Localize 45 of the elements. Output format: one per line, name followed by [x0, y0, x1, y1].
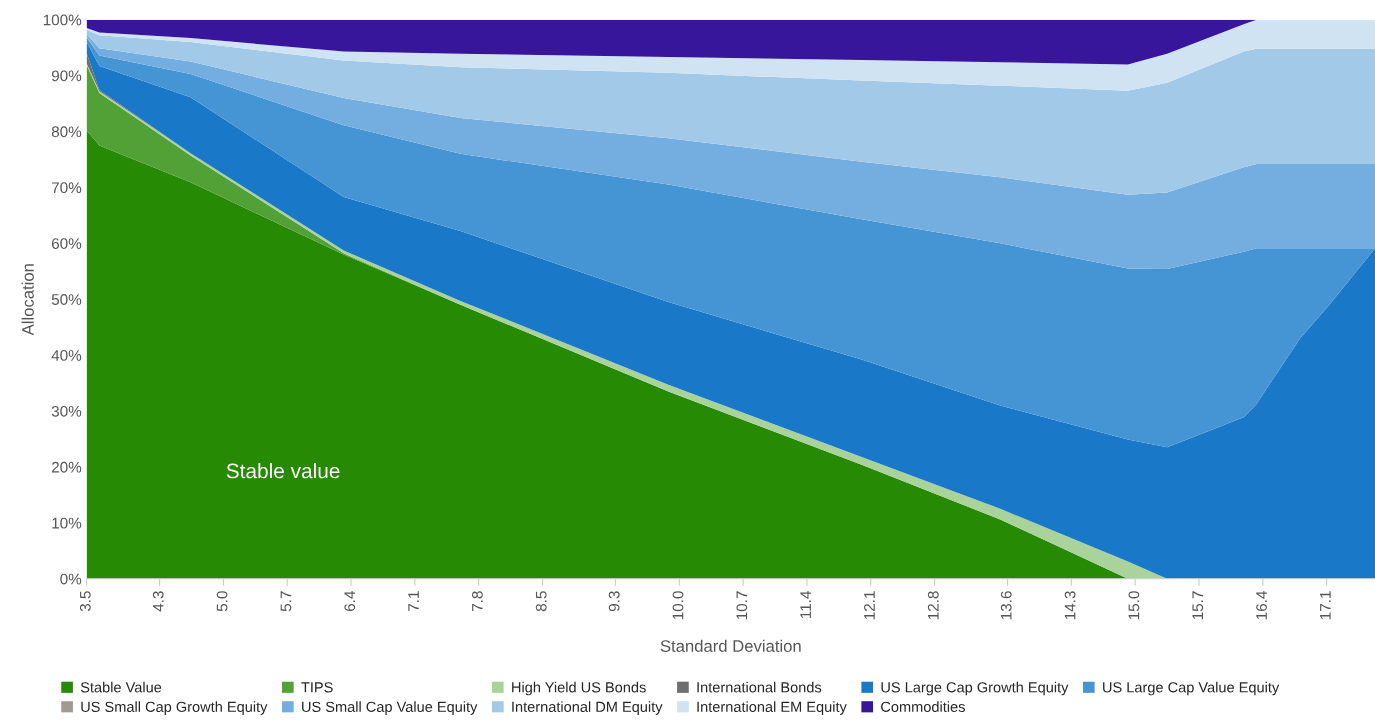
- legend-label: High Yield US Bonds: [512, 681, 646, 696]
- legend-label: Commodities: [881, 701, 965, 712]
- y-tick-label: 20%: [51, 461, 82, 473]
- x-tick-label: 7.1: [408, 591, 419, 612]
- x-tick-label: 17.1: [1320, 591, 1331, 620]
- legend-label: US Small Cap Value Equity: [302, 701, 478, 715]
- x-tick-label: 4.3: [152, 591, 164, 612]
- x-tick-label: 11.4: [800, 591, 811, 619]
- x-tick-label: 14.3: [1064, 591, 1076, 620]
- x-tick-label: 5.0: [216, 591, 228, 612]
- x-tick-label: 13.6: [1000, 591, 1012, 620]
- y-tick-label: 90%: [51, 70, 82, 82]
- legend-label: Stable Value: [80, 681, 162, 693]
- x-tick-label: 3.5: [79, 591, 91, 612]
- x-tick-label: 15.0: [1128, 591, 1140, 620]
- x-axis-title: Standard Deviation: [660, 639, 801, 652]
- legend-label: International DM Equity: [512, 701, 663, 715]
- legend-label: International Bonds: [697, 681, 822, 693]
- legend-label: US Large Cap Value Equity: [1103, 681, 1280, 696]
- y-axis-title: Allocation: [21, 264, 34, 336]
- legend-label: International EM Equity: [697, 701, 847, 715]
- legend-label: TIPS: [301, 682, 333, 693]
- legend-label: US Large Cap Growth Equity: [881, 681, 1069, 696]
- y-tick-label: 10%: [52, 517, 82, 529]
- legend-label: US Small Cap Growth Equity: [81, 701, 268, 715]
- y-tick-label: 70%: [51, 182, 82, 194]
- y-tick-label: 50%: [51, 294, 82, 305]
- x-tick-label: 8.5: [535, 591, 547, 612]
- annotation: Stable value: [226, 463, 340, 479]
- x-tick-label: 12.8: [927, 591, 939, 620]
- y-tick-label: 100%: [43, 14, 82, 26]
- x-tick-label: 16.4: [1256, 591, 1267, 620]
- x-tick-label: 10.7: [736, 591, 748, 620]
- x-tick-label: 9.3: [608, 591, 620, 612]
- x-tick-label: 7.8: [471, 591, 483, 612]
- x-tick-label: 15.7: [1192, 591, 1204, 620]
- y-tick-label: 0%: [60, 573, 82, 585]
- y-tick-label: 80%: [51, 126, 82, 138]
- x-tick-label: 12.1: [864, 591, 875, 620]
- x-tick-label: 10.0: [672, 591, 684, 620]
- y-tick-label: 40%: [51, 349, 82, 361]
- x-tick-label: 5.7: [280, 591, 292, 612]
- x-tick-label: 6.4: [344, 591, 356, 612]
- y-tick-label: 60%: [51, 238, 82, 249]
- y-tick-label: 30%: [51, 405, 82, 417]
